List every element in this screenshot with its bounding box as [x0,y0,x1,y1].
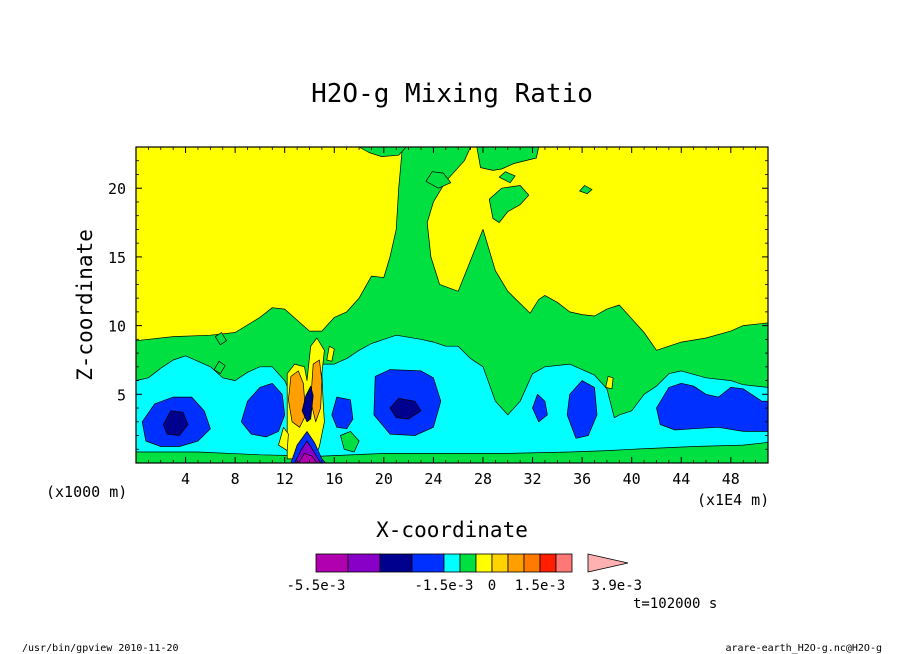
contour-core-orange-2 [310,359,323,423]
contour-patch-green-2 [213,360,226,375]
plot-frame [135,146,769,464]
contour-navy-1 [162,410,189,436]
y-tick-label: 5 [117,386,126,404]
footer-left: /usr/bin/gpview 2010-11-20 [22,643,179,654]
footer-right: arare-earth_H2O-g.nc@H2O-g [725,643,882,654]
colorbar-segment [539,553,557,573]
colorbar-segment [491,553,509,573]
colorbar-extend-arrow [587,553,629,573]
x-tick-label: 20 [375,470,393,488]
contour-blue-6 [566,380,598,439]
contour-blue-3 [331,396,354,430]
colorbar-label: -5.5e-3 [286,578,345,594]
y-tick-label: 15 [108,249,126,267]
contour-core-orange-1 [288,370,307,428]
y-axis-title: Z-coordinate [73,229,97,381]
colorbar-segment [347,553,381,573]
y-scale-label: (x1000 m) [46,483,127,501]
colorbar-segment [475,553,493,573]
contour-patch-green-3 [340,431,360,453]
colorbar-segment [555,553,573,573]
y-tick-label: 20 [108,180,126,198]
colorbar-segment [443,553,461,573]
x-tick-label: 36 [573,470,591,488]
x-tick-label: 28 [474,470,492,488]
contour-patch-green-1 [214,332,227,346]
colorbar-label: -1.5e-3 [414,578,473,594]
x-tick-label: 32 [524,470,542,488]
x-tick-label: 40 [623,470,641,488]
colorbar-label: 0 [488,578,496,594]
x-tick-label: 8 [231,470,240,488]
y-tick-label: 10 [108,318,126,336]
x-tick-label: 48 [722,470,740,488]
colorbar-segment [459,553,477,573]
x-axis-title: X-coordinate [376,518,528,542]
colorbar-segment [523,553,541,573]
time-label: t=102000 s [633,596,717,612]
contour-patch-yellow-3 [326,345,335,362]
contour-blue-7 [656,382,769,432]
x-scale-label: (x1E4 m) [697,491,769,509]
colorbar-segment [379,553,413,573]
colorbar: -5.5e-3 -1.5e-3 0 1.5e-3 3.9e-3 [286,553,643,594]
contour-patch-yellow-2 [605,376,614,390]
contour-patch-yellow-1 [278,426,289,451]
contour-core-dark [301,385,314,423]
colorbar-segment [507,553,525,573]
x-tick-label: 16 [325,470,343,488]
x-tick-label: 12 [276,470,294,488]
contour-fills [135,146,769,464]
x-tick-label: 44 [672,470,690,488]
contour-topgreen-3 [498,171,516,184]
contour-blue-2 [240,382,286,438]
chart-title: H2O-g Mixing Ratio [311,79,593,109]
contour-topgreen-5 [425,171,452,189]
colorbar-segment [315,553,349,573]
contour-navy-2 [389,398,422,420]
contour-blue-5 [532,393,548,423]
colorbar-segment [411,553,445,573]
contour-topgreen-4 [488,185,530,223]
contour-topgreen-6 [579,185,593,195]
colorbar-label: 1.5e-3 [515,578,566,594]
x-tick-label: 4 [181,470,190,488]
x-tick-label: 24 [424,470,442,488]
colorbar-label: 3.9e-3 [592,578,643,594]
contour-topgreen-2 [476,146,540,171]
